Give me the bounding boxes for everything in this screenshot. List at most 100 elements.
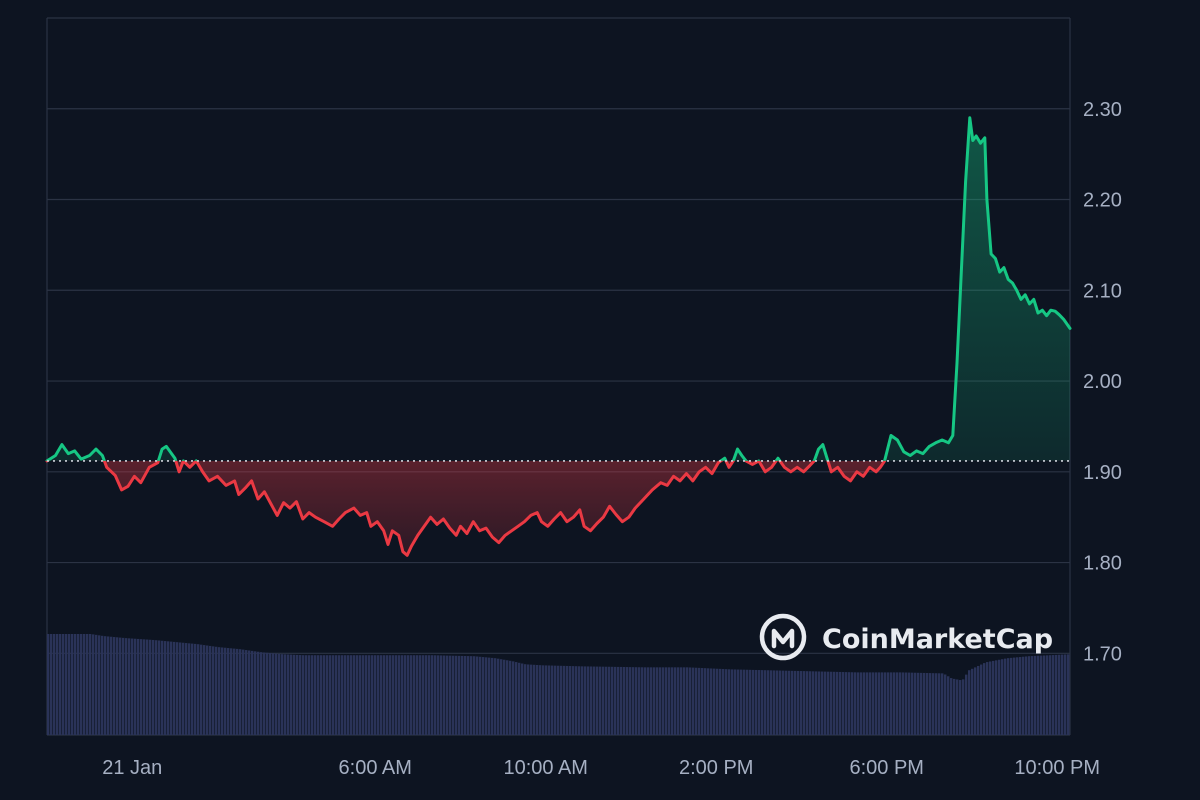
volume-bar — [443, 655, 446, 735]
volume-bar — [1031, 656, 1034, 735]
volume-bar — [611, 666, 614, 735]
volume-bar — [644, 667, 647, 735]
volume-bar — [1058, 654, 1061, 735]
volume-bar — [707, 668, 710, 735]
volume-bar — [392, 655, 395, 735]
volume-bar — [71, 634, 74, 735]
volume-bar — [164, 641, 167, 735]
volume-bar — [332, 655, 335, 735]
volume-bar — [746, 669, 749, 735]
volume-bar — [1061, 654, 1064, 735]
volume-bar — [404, 655, 407, 735]
volume-bar — [134, 638, 137, 735]
volume-bar — [944, 674, 947, 735]
volume-bar — [317, 655, 320, 735]
volume-bar — [545, 665, 548, 735]
volume-bar — [260, 652, 263, 735]
volume-bar — [230, 648, 233, 735]
volume-bar — [446, 655, 449, 735]
volume-bar — [158, 640, 161, 735]
volume-bar — [92, 634, 95, 735]
volume-bar — [548, 665, 551, 735]
volume-bar — [395, 655, 398, 735]
volume-bar — [497, 658, 500, 735]
volume-bar — [533, 664, 536, 735]
volume-bar — [368, 655, 371, 735]
volume-bar — [269, 653, 272, 735]
volume-bar — [782, 670, 785, 735]
volume-bar — [437, 655, 440, 735]
volume-bar — [659, 667, 662, 735]
volume-bar — [926, 673, 929, 735]
volume-bar — [341, 655, 344, 735]
volume-bar — [350, 655, 353, 735]
volume-bar — [701, 668, 704, 735]
volume-bar — [224, 647, 227, 735]
volume-bar — [266, 652, 269, 735]
volume-bar — [359, 655, 362, 735]
volume-bar — [932, 673, 935, 735]
volume-bar — [872, 672, 875, 735]
volume-bar — [878, 672, 881, 735]
volume-bar — [122, 637, 125, 735]
volume-bar — [425, 655, 428, 735]
volume-bar — [53, 634, 56, 735]
volume-bar — [239, 649, 242, 735]
volume-bar — [938, 673, 941, 735]
x-tick-label: 6:00 AM — [339, 757, 412, 779]
volume-bar — [110, 636, 113, 735]
volume-bar — [389, 655, 392, 735]
volume-bar — [881, 672, 884, 735]
volume-bar — [131, 638, 134, 735]
volume-bar — [602, 666, 605, 735]
volume-bar — [911, 672, 914, 735]
volume-bar — [401, 655, 404, 735]
volume-bar — [263, 652, 266, 735]
volume-bar — [689, 667, 692, 735]
volume-bar — [833, 671, 836, 735]
volume-bar — [1055, 654, 1058, 735]
volume-bar — [806, 671, 809, 735]
volume-bar — [353, 655, 356, 735]
volume-bar — [272, 653, 275, 735]
volume-bar — [983, 663, 986, 735]
volume-bar — [539, 665, 542, 735]
x-tick-label: 10:00 AM — [503, 757, 588, 779]
volume-bar — [194, 643, 197, 735]
volume-bar — [875, 672, 878, 735]
volume-bar — [203, 645, 206, 735]
volume-bar — [923, 672, 926, 735]
volume-bar — [716, 668, 719, 735]
volume-bar — [428, 655, 431, 735]
volume-bar — [935, 673, 938, 735]
volume-bar — [1052, 655, 1055, 735]
volume-bar — [512, 661, 515, 735]
volume-bar — [620, 666, 623, 735]
price-area-up — [45, 116, 1072, 461]
volume-bar — [560, 665, 563, 735]
volume-bar — [623, 667, 626, 735]
volume-bar — [764, 670, 767, 735]
volume-bar — [1007, 658, 1010, 735]
volume-bar — [440, 655, 443, 735]
volume-bar — [692, 667, 695, 735]
volume-bar — [812, 671, 815, 735]
y-tick-label: 1.70 — [1083, 643, 1122, 665]
volume-bar — [518, 662, 521, 735]
volume-bar — [773, 670, 776, 735]
volume-bar — [314, 655, 317, 735]
volume-bar — [650, 667, 653, 735]
volume-bar — [209, 645, 212, 735]
price-line-down — [45, 460, 887, 557]
volume-bar — [86, 634, 89, 735]
volume-bar — [686, 667, 689, 735]
volume-bar — [464, 656, 467, 735]
volume-bar — [947, 676, 950, 735]
volume-bar — [542, 665, 545, 735]
volume-bar — [1013, 657, 1016, 735]
volume-bar — [206, 645, 209, 735]
area-fill-down — [104, 460, 885, 556]
volume-bar — [668, 667, 671, 735]
volume-bar — [884, 672, 887, 735]
volume-bar — [302, 655, 305, 735]
